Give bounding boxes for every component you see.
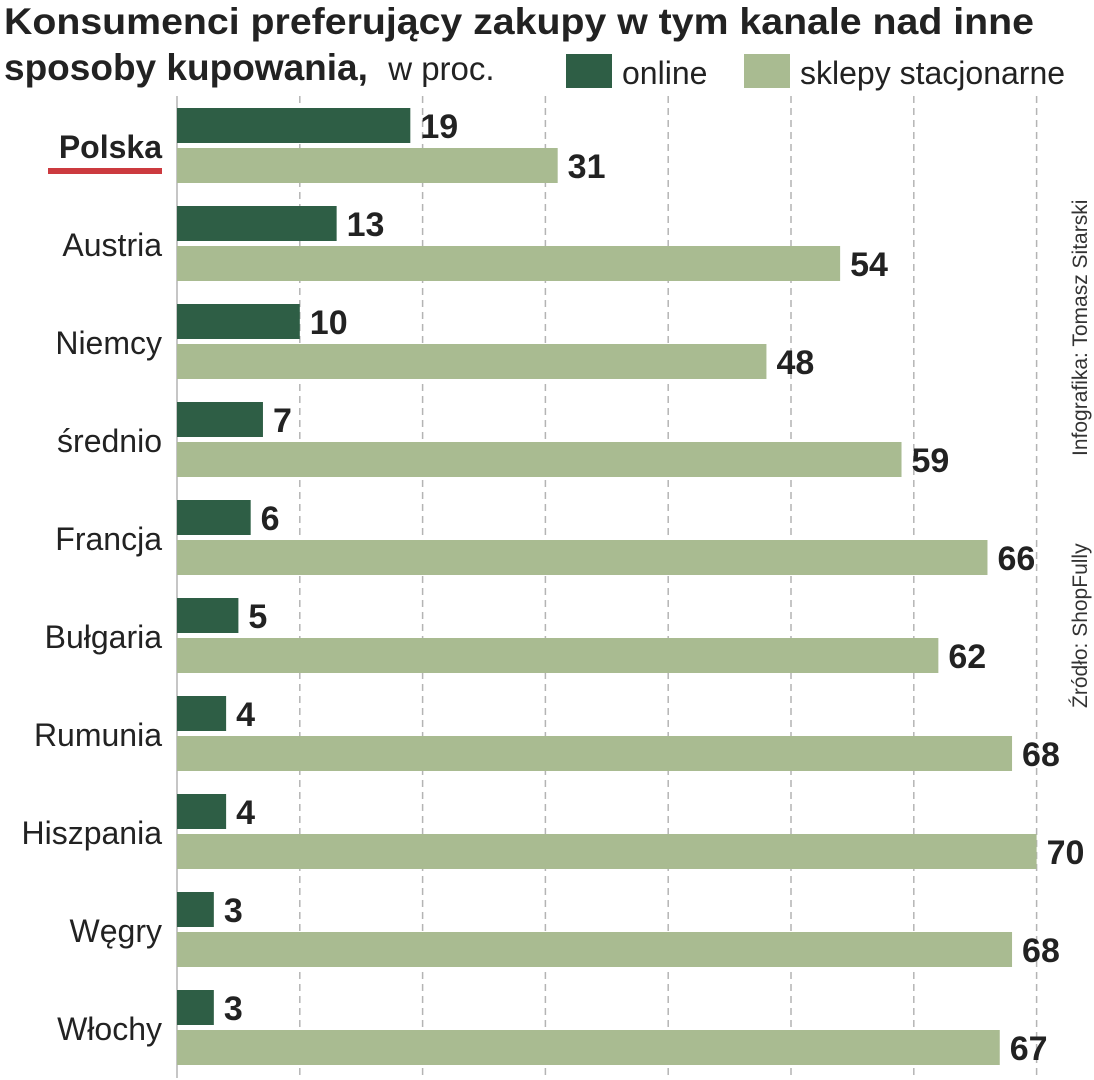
value-label-bułgaria-online: 5 xyxy=(248,598,267,636)
bar-francja-sklepy-stacjonarne xyxy=(177,540,988,575)
bar-węgry-online xyxy=(177,892,214,927)
bar-węgry-sklepy-stacjonarne xyxy=(177,932,1013,967)
bar-polska-online xyxy=(177,108,411,143)
category-label-rumunia: Rumunia xyxy=(34,717,162,753)
bar-średnio-sklepy-stacjonarne xyxy=(177,442,902,477)
value-label-bułgaria-sklepy-stacjonarne: 62 xyxy=(948,638,986,676)
value-label-włochy-online: 3 xyxy=(224,990,243,1028)
value-label-austria-online: 13 xyxy=(347,206,385,244)
bar-bułgaria-sklepy-stacjonarne xyxy=(177,638,939,673)
bar-austria-sklepy-stacjonarne xyxy=(177,246,841,281)
category-label-polska: Polska xyxy=(59,129,162,165)
chart-title-line-1: Konsumenci preferujący zakupy w tym kana… xyxy=(4,1,1034,42)
credit-infographic: Infografika: Tomasz Sitarski xyxy=(1069,200,1092,456)
bar-polska-sklepy-stacjonarne xyxy=(177,148,558,183)
category-label-francja: Francja xyxy=(55,521,162,557)
value-label-węgry-online: 3 xyxy=(224,892,243,930)
value-label-średnio-sklepy-stacjonarne: 59 xyxy=(912,442,950,480)
legend-swatch-online xyxy=(566,54,612,88)
category-label-hiszpania: Hiszpania xyxy=(21,815,162,851)
category-label-średnio: średnio xyxy=(57,423,162,459)
grid-lines xyxy=(176,96,1038,1078)
chart-subtitle: w proc. xyxy=(387,50,494,87)
legend-label-sklepy-stacjonarne: sklepy stacjonarne xyxy=(800,55,1065,91)
value-label-niemcy-online: 10 xyxy=(310,304,348,342)
bar-hiszpania-online xyxy=(177,794,227,829)
value-label-hiszpania-online: 4 xyxy=(236,794,255,832)
value-label-włochy-sklepy-stacjonarne: 67 xyxy=(1010,1030,1048,1068)
credit-source: Źródło: ShopFully xyxy=(1069,543,1092,708)
legend-swatch-sklepy-stacjonarne xyxy=(744,54,790,88)
value-label-rumunia-sklepy-stacjonarne: 68 xyxy=(1022,736,1060,774)
value-label-niemcy-sklepy-stacjonarne: 48 xyxy=(776,344,814,382)
bar-rumunia-sklepy-stacjonarne xyxy=(177,736,1013,771)
category-label-austria: Austria xyxy=(62,227,162,263)
value-label-hiszpania-sklepy-stacjonarne: 70 xyxy=(1047,834,1085,872)
bar-średnio-online xyxy=(177,402,263,437)
category-label-węgry: Węgry xyxy=(70,913,162,949)
bar-rumunia-online xyxy=(177,696,227,731)
value-label-francja-sklepy-stacjonarne: 66 xyxy=(997,540,1035,578)
bar-włochy-sklepy-stacjonarne xyxy=(177,1030,1000,1065)
bar-francja-online xyxy=(177,500,251,535)
category-label-włochy: Włochy xyxy=(57,1011,162,1047)
legend: online sklepy stacjonarne xyxy=(566,54,1065,91)
legend-label-online: online xyxy=(622,55,707,91)
bars xyxy=(177,108,1037,1065)
category-label-niemcy: Niemcy xyxy=(55,325,162,361)
bar-austria-online xyxy=(177,206,337,241)
category-label-bułgaria: Bułgaria xyxy=(45,619,163,655)
highlight-underline xyxy=(48,168,162,174)
value-label-francja-online: 6 xyxy=(261,500,280,538)
bar-bułgaria-online xyxy=(177,598,239,633)
bar-włochy-online xyxy=(177,990,214,1025)
chart-title-line-2-bold: sposoby kupowania, xyxy=(4,47,368,88)
category-labels: Polska Austria Niemcy średnio Francja Bułgari… xyxy=(21,129,162,1047)
chart-title-line-2: sposoby kupowania, w proc. xyxy=(4,47,495,88)
value-label-austria-sklepy-stacjonarne: 54 xyxy=(850,246,888,284)
value-label-średnio-online: 7 xyxy=(273,402,292,440)
value-label-polska-online: 19 xyxy=(420,108,458,146)
value-label-węgry-sklepy-stacjonarne: 68 xyxy=(1022,932,1060,970)
bar-niemcy-online xyxy=(177,304,300,339)
value-label-polska-sklepy-stacjonarne: 31 xyxy=(568,148,606,186)
value-label-rumunia-online: 4 xyxy=(236,696,255,734)
bar-hiszpania-sklepy-stacjonarne xyxy=(177,834,1037,869)
bar-niemcy-sklepy-stacjonarne xyxy=(177,344,767,379)
